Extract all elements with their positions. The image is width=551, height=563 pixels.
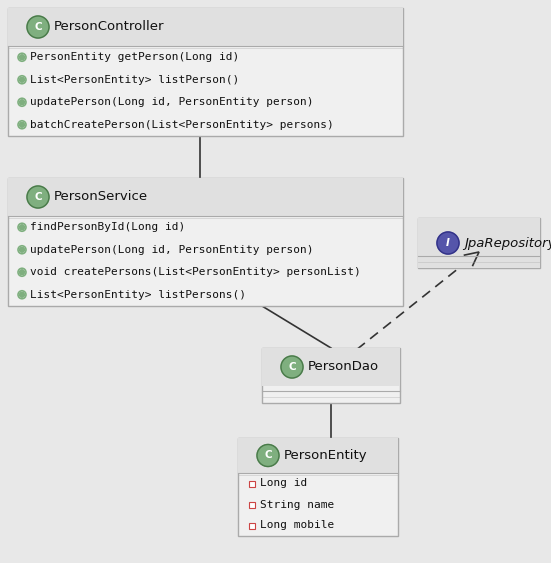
Circle shape — [19, 100, 24, 105]
Circle shape — [18, 53, 26, 61]
Circle shape — [19, 225, 24, 230]
Text: JpaRepository: JpaRepository — [464, 236, 551, 249]
Circle shape — [27, 16, 49, 38]
Circle shape — [18, 99, 26, 106]
FancyBboxPatch shape — [238, 438, 398, 473]
Text: batchCreatePerson(List<PersonEntity> persons): batchCreatePerson(List<PersonEntity> per… — [30, 120, 334, 129]
Text: String name: String name — [260, 499, 334, 510]
FancyBboxPatch shape — [8, 178, 403, 306]
Text: PersonEntity: PersonEntity — [284, 449, 368, 462]
Text: Long mobile: Long mobile — [260, 521, 334, 530]
FancyBboxPatch shape — [249, 522, 255, 529]
Text: PersonService: PersonService — [54, 190, 148, 203]
Circle shape — [18, 246, 26, 254]
Circle shape — [18, 291, 26, 299]
FancyBboxPatch shape — [418, 218, 540, 268]
Circle shape — [437, 232, 459, 254]
Text: Long id: Long id — [260, 479, 307, 489]
FancyBboxPatch shape — [8, 8, 403, 136]
Circle shape — [27, 186, 49, 208]
Circle shape — [19, 292, 24, 297]
Text: findPersonById(Long id): findPersonById(Long id) — [30, 222, 185, 233]
FancyBboxPatch shape — [249, 480, 255, 486]
Text: List<PersonEntity> listPersons(): List<PersonEntity> listPersons() — [30, 290, 246, 300]
FancyBboxPatch shape — [249, 502, 255, 507]
Circle shape — [19, 270, 24, 275]
Circle shape — [257, 445, 279, 467]
Text: PersonController: PersonController — [54, 20, 165, 34]
Circle shape — [19, 77, 24, 82]
Circle shape — [18, 268, 26, 276]
FancyBboxPatch shape — [262, 348, 400, 386]
Circle shape — [19, 55, 24, 60]
FancyBboxPatch shape — [262, 348, 400, 403]
Text: void createPersons(List<PersonEntity> personList): void createPersons(List<PersonEntity> pe… — [30, 267, 361, 277]
FancyBboxPatch shape — [238, 438, 398, 536]
Circle shape — [281, 356, 303, 378]
FancyBboxPatch shape — [418, 218, 540, 268]
Text: C: C — [264, 450, 272, 461]
FancyBboxPatch shape — [8, 8, 403, 46]
Text: PersonEntity getPerson(Long id): PersonEntity getPerson(Long id) — [30, 52, 239, 62]
Text: C: C — [34, 192, 42, 202]
Circle shape — [18, 76, 26, 84]
Text: C: C — [288, 362, 296, 372]
Circle shape — [18, 120, 26, 129]
Text: updatePerson(Long id, PersonEntity person): updatePerson(Long id, PersonEntity perso… — [30, 245, 314, 254]
FancyBboxPatch shape — [8, 178, 403, 216]
Circle shape — [19, 247, 24, 252]
Text: PersonDao: PersonDao — [308, 360, 379, 373]
Circle shape — [19, 122, 24, 127]
Text: C: C — [34, 22, 42, 32]
Circle shape — [18, 224, 26, 231]
Text: I: I — [446, 238, 450, 248]
Text: updatePerson(Long id, PersonEntity person): updatePerson(Long id, PersonEntity perso… — [30, 97, 314, 107]
Text: List<PersonEntity> listPerson(): List<PersonEntity> listPerson() — [30, 75, 239, 85]
